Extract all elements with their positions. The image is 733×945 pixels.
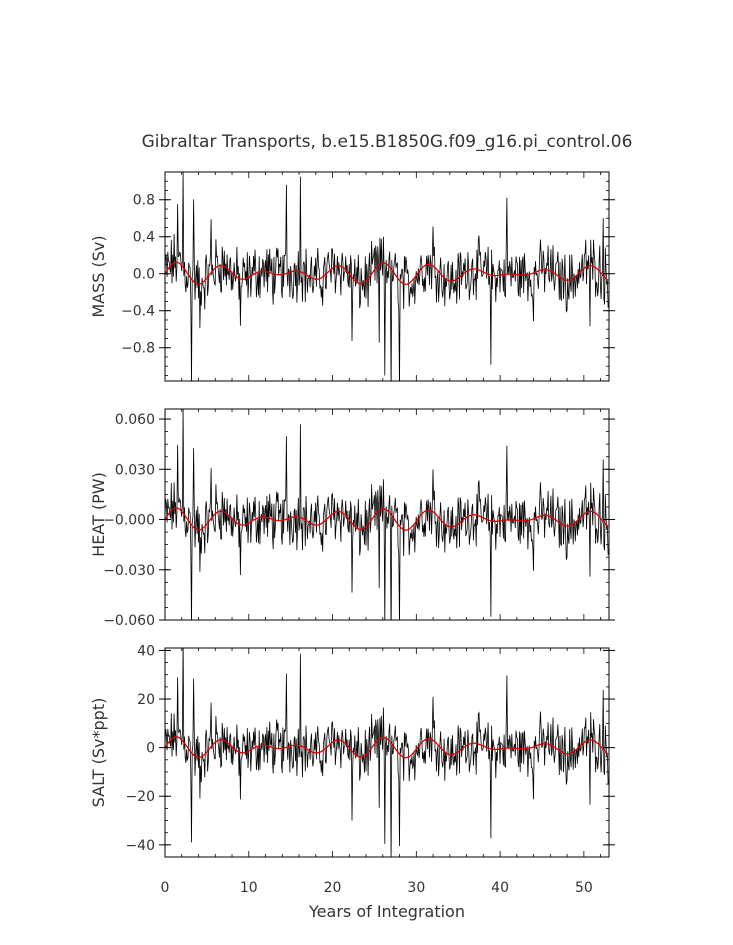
x-axis-label: Years of Integration [308,902,465,921]
y-tick-label: −0.060 [103,613,155,629]
y-tick-label: −0.000 [103,513,155,529]
series-red-line [165,736,609,759]
x-tick-label: 20 [324,880,342,896]
y-tick-label: −20 [125,789,155,805]
series-black-line [165,648,609,857]
y-tick-label: −0.4 [121,304,155,320]
panel-frame [164,408,610,621]
y-tick-label: 0.8 [133,193,155,209]
x-tick-label: 0 [161,880,170,896]
y-tick-label: 0.4 [133,230,155,246]
mass-panel: 0.8 0.4 0.0 −0.4 −0.8 MASS (Sv) [89,171,615,382]
x-tick-label: 10 [240,880,258,896]
y-tick-label: 0.060 [115,412,155,428]
x-tick-label: 40 [491,880,509,896]
y-tick-label: 20 [137,692,155,708]
y-axis-label: SALT (Sv*ppt) [89,698,108,808]
y-tick-label: 0.0 [133,267,155,283]
y-tick-label: −0.8 [121,341,155,357]
y-tick-label: 0 [146,741,155,757]
series-red-line [165,261,609,285]
series-red-line [165,507,609,531]
heat-panel: 0.060 0.030 −0.000 −0.030 −0.060 HEAT (PW) [89,408,615,629]
y-axis-label: HEAT (PW) [89,472,108,557]
y-tick-label: 40 [137,643,155,659]
panel-frame [164,647,610,858]
y-tick-label: 0.030 [115,462,155,478]
x-tick-label: 50 [575,880,593,896]
series-black-line [165,409,609,620]
x-axis-ticks: 0 10 20 30 40 50 [161,880,593,896]
y-tick-label: −0.030 [103,563,155,579]
x-tick-label: 30 [407,880,425,896]
salt-panel: 40 20 0 −20 −40 SALT (Sv*ppt) [89,643,615,858]
y-tick-label: −40 [125,838,155,854]
y-axis-label: MASS (Sv) [89,235,108,317]
series-black-line [165,172,609,381]
chart-title: Gibraltar Transports, b.e15.B1850G.f09_g… [142,132,633,152]
panel-frame [164,171,610,382]
